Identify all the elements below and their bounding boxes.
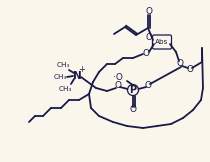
Text: O: O [143,50,150,58]
Text: CH₃: CH₃ [53,74,67,80]
Text: CH₃: CH₃ [56,62,70,68]
Text: Abs: Abs [155,39,169,45]
Text: O: O [186,65,193,75]
FancyBboxPatch shape [152,35,172,49]
Text: O: O [146,7,152,17]
Text: O: O [146,34,152,42]
Text: O: O [144,81,151,91]
Text: O: O [176,59,184,69]
Text: CH₃: CH₃ [58,86,72,92]
Text: P: P [129,85,136,95]
Text: O: O [130,105,136,114]
Text: +: + [79,65,85,75]
Text: O: O [114,81,122,91]
Text: N: N [73,71,81,81]
Text: ·O: ·O [113,74,123,82]
